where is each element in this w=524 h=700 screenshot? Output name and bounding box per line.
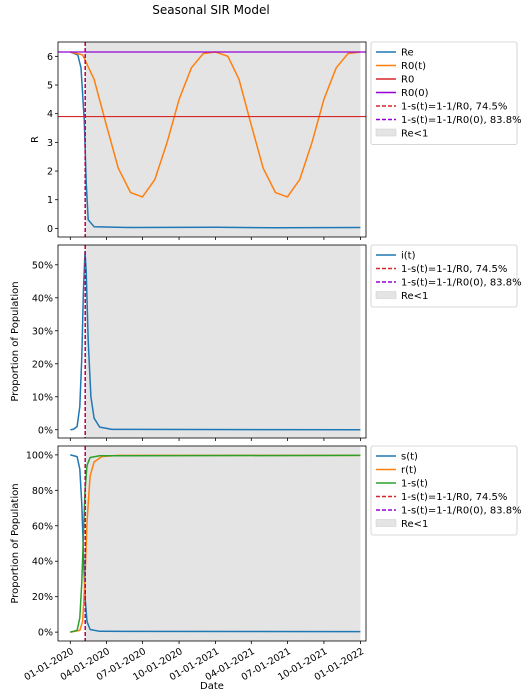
legend-entry: 1-s(t)=1-1/R0(0), 83.8% — [401, 115, 522, 126]
y-tick-label: 80% — [32, 486, 53, 497]
legend-entry: 1-s(t)=1-1/R0, 74.5% — [401, 102, 507, 113]
legend-entry: 1-s(t) — [401, 479, 428, 490]
y-tick-label: 3 — [47, 138, 53, 149]
legend-swatch — [375, 128, 397, 137]
y-tick-label: 6 — [47, 52, 53, 63]
legend-entry: Re<1 — [401, 291, 428, 302]
legend-swatch — [375, 519, 397, 527]
legend-swatch — [375, 291, 397, 299]
legend: Re R0(t) R0 R0(0) 1-s(t)=1-1/R0, 74.5% 1-s(t)… — [370, 41, 522, 145]
legend-entry: i(t) — [401, 251, 416, 262]
y-tick-label: 4 — [47, 109, 53, 120]
legend-entry: 1-s(t)=1-1/R0, 74.5% — [401, 492, 507, 503]
legend: i(t) 1-s(t)=1-1/R0, 74.5% 1-s(t)=1-1/R0(0)… — [370, 244, 522, 308]
series-line-1-s-t- — [70, 454, 361, 633]
y-tick-label: 20% — [32, 592, 53, 603]
figure-title: Seasonal SIR Model — [152, 3, 269, 17]
legend-entry: s(t) — [401, 452, 418, 463]
legend-entry: R0(t) — [401, 61, 426, 72]
legend-entry: 1-s(t)=1-1/R0(0), 83.8% — [401, 506, 522, 517]
legend-entry: Re<1 — [401, 519, 428, 530]
y-tick-label: 1 — [47, 195, 53, 206]
legend-entry: Re<1 — [401, 129, 428, 140]
legend-box — [370, 244, 518, 308]
series-line-i-t- — [70, 250, 361, 431]
panel-3: 0% 20% 40% 60% 80% 100% Proportion of Populati… — [10, 445, 522, 683]
legend-entry: R0 — [401, 75, 414, 86]
shaded-region-re-below-1 — [85, 245, 361, 438]
shaded-region-re-below-1 — [85, 42, 361, 237]
legend-entry: 1-s(t)=1-1/R0(0), 83.8% — [401, 278, 522, 289]
y-tick-label: 30% — [32, 326, 53, 337]
y-tick-label: 60% — [32, 521, 53, 532]
legend-entry: R0(0) — [401, 88, 429, 99]
y-tick-label: 5 — [47, 81, 53, 92]
y-tick-label: 0% — [38, 628, 53, 639]
y-tick-label: 20% — [32, 359, 53, 370]
legend-box — [370, 41, 518, 145]
series-line-re — [70, 51, 361, 229]
panel-1: 0 1 2 3 4 5 6 R Re R0(t) R0 R0(0) 1-s(t)=1-1/R0, 74.… — [30, 41, 522, 240]
legend-entry: 1-s(t)=1-1/R0, 74.5% — [401, 264, 507, 275]
axes-frame — [57, 445, 367, 642]
legend-entry: r(t) — [401, 465, 417, 476]
legend: s(t) r(t) 1-s(t) 1-s(t)=1-1/R0, 74.5% 1-s(t)… — [370, 445, 522, 536]
y-tick-label: 10% — [32, 392, 53, 403]
y-tick-label: 0% — [38, 425, 53, 436]
shaded-region-re-below-1 — [85, 446, 361, 641]
y-axis-label: Proportion of Population — [10, 483, 21, 603]
x-axis-label: Date — [200, 681, 224, 692]
y-tick-label: 40% — [32, 557, 53, 568]
y-axis-label: R — [30, 136, 41, 143]
axes-frame — [57, 41, 367, 238]
legend-entry: Re — [401, 48, 414, 59]
y-tick-label: 40% — [32, 293, 53, 304]
legend-box — [370, 445, 518, 536]
y-tick-label: 50% — [32, 260, 53, 271]
y-tick-label: 0 — [47, 224, 53, 235]
axes-frame — [57, 244, 367, 439]
panel-2: 0% 10% 20% 30% 40% 50% Proportion of Populatio… — [10, 244, 522, 441]
y-tick-label: 100% — [26, 450, 53, 461]
series-line-s-t- — [70, 454, 361, 633]
y-tick-label: 2 — [47, 167, 53, 178]
y-axis-label: Proportion of Population — [10, 281, 21, 401]
